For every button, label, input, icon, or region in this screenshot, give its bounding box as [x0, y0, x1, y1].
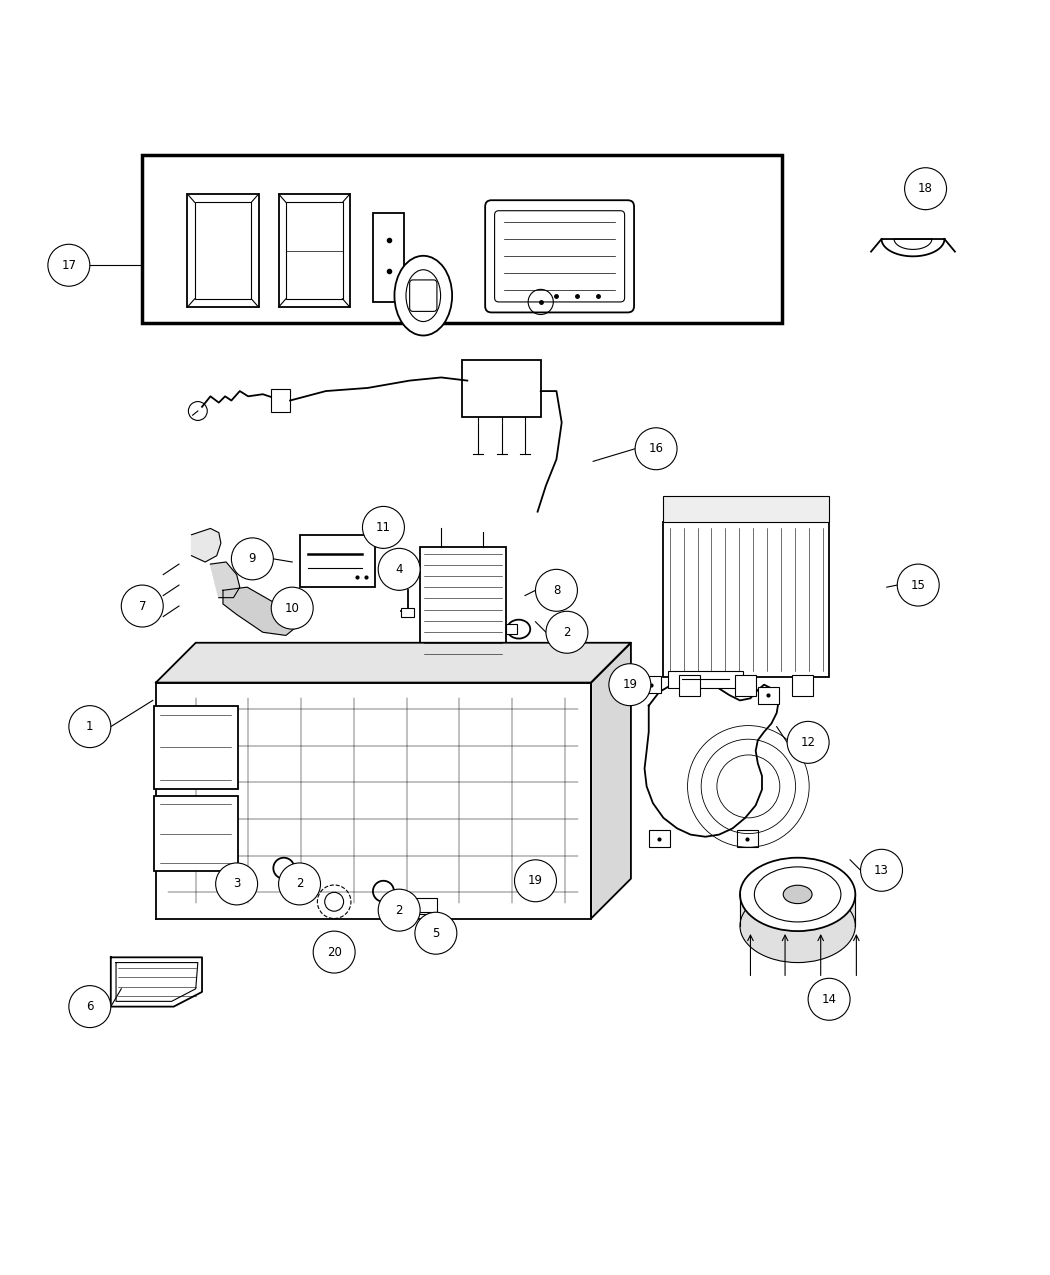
FancyBboxPatch shape: [153, 706, 237, 789]
Text: 15: 15: [910, 579, 926, 592]
Circle shape: [788, 722, 830, 764]
Circle shape: [898, 564, 939, 606]
FancyBboxPatch shape: [299, 534, 375, 588]
Text: 19: 19: [528, 875, 543, 887]
Circle shape: [69, 986, 111, 1028]
Circle shape: [231, 538, 273, 580]
Circle shape: [861, 849, 903, 891]
Text: 3: 3: [233, 877, 240, 890]
Polygon shape: [645, 680, 779, 836]
FancyBboxPatch shape: [194, 203, 251, 298]
Text: 2: 2: [396, 904, 403, 917]
Circle shape: [808, 978, 850, 1020]
Text: 2: 2: [563, 626, 571, 639]
Circle shape: [69, 705, 111, 747]
Text: 16: 16: [649, 442, 664, 455]
FancyBboxPatch shape: [649, 830, 670, 847]
Polygon shape: [155, 682, 591, 918]
Ellipse shape: [740, 889, 856, 963]
Circle shape: [514, 859, 556, 901]
FancyBboxPatch shape: [668, 671, 743, 687]
Text: 12: 12: [800, 736, 816, 748]
Text: 9: 9: [249, 552, 256, 565]
Text: 2: 2: [296, 877, 303, 890]
Circle shape: [905, 168, 946, 209]
FancyBboxPatch shape: [278, 194, 350, 307]
Circle shape: [635, 428, 677, 469]
Text: 20: 20: [327, 946, 341, 959]
Text: 6: 6: [86, 1000, 93, 1014]
Ellipse shape: [740, 858, 856, 931]
FancyBboxPatch shape: [640, 676, 662, 694]
Polygon shape: [111, 958, 202, 1006]
Text: 10: 10: [285, 602, 299, 615]
FancyBboxPatch shape: [495, 210, 625, 302]
Ellipse shape: [783, 885, 812, 904]
Text: 8: 8: [552, 584, 560, 597]
FancyBboxPatch shape: [758, 687, 779, 704]
FancyBboxPatch shape: [401, 608, 414, 617]
Text: 19: 19: [623, 678, 637, 691]
Polygon shape: [155, 643, 631, 682]
FancyBboxPatch shape: [271, 389, 290, 412]
Circle shape: [546, 611, 588, 653]
Polygon shape: [210, 562, 239, 598]
FancyBboxPatch shape: [664, 523, 830, 677]
FancyBboxPatch shape: [735, 676, 756, 696]
Polygon shape: [591, 643, 631, 918]
Circle shape: [278, 863, 320, 905]
FancyBboxPatch shape: [187, 194, 258, 307]
Text: 11: 11: [376, 521, 391, 534]
Polygon shape: [223, 588, 302, 635]
FancyBboxPatch shape: [410, 280, 437, 311]
Circle shape: [609, 664, 651, 705]
Circle shape: [122, 585, 163, 627]
FancyBboxPatch shape: [373, 213, 404, 302]
Circle shape: [48, 245, 90, 286]
Text: 13: 13: [874, 863, 889, 877]
FancyBboxPatch shape: [153, 796, 237, 871]
Text: 1: 1: [86, 720, 93, 733]
FancyBboxPatch shape: [142, 156, 782, 323]
Text: 4: 4: [396, 562, 403, 576]
Circle shape: [415, 912, 457, 954]
Ellipse shape: [395, 256, 453, 335]
FancyBboxPatch shape: [793, 676, 814, 696]
FancyBboxPatch shape: [462, 360, 541, 417]
Polygon shape: [191, 528, 220, 562]
Ellipse shape: [507, 620, 530, 639]
Polygon shape: [882, 238, 944, 256]
Circle shape: [378, 889, 420, 931]
FancyBboxPatch shape: [286, 203, 342, 298]
Circle shape: [215, 863, 257, 905]
Text: 5: 5: [433, 927, 440, 940]
Circle shape: [378, 548, 420, 590]
Circle shape: [536, 570, 578, 611]
FancyBboxPatch shape: [485, 200, 634, 312]
Circle shape: [313, 931, 355, 973]
FancyBboxPatch shape: [664, 496, 830, 523]
FancyBboxPatch shape: [506, 623, 517, 635]
Text: 7: 7: [139, 599, 146, 612]
FancyBboxPatch shape: [407, 898, 437, 914]
FancyBboxPatch shape: [679, 676, 700, 696]
Circle shape: [362, 506, 404, 548]
Text: 17: 17: [61, 259, 77, 272]
Text: 14: 14: [821, 993, 837, 1006]
FancyBboxPatch shape: [737, 830, 758, 847]
FancyBboxPatch shape: [420, 547, 506, 660]
Circle shape: [271, 588, 313, 629]
Text: 18: 18: [918, 182, 933, 195]
Ellipse shape: [406, 270, 441, 321]
